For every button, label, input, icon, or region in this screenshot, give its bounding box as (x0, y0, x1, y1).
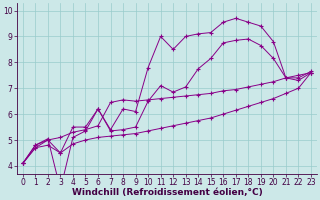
X-axis label: Windchill (Refroidissement éolien,°C): Windchill (Refroidissement éolien,°C) (72, 188, 262, 197)
